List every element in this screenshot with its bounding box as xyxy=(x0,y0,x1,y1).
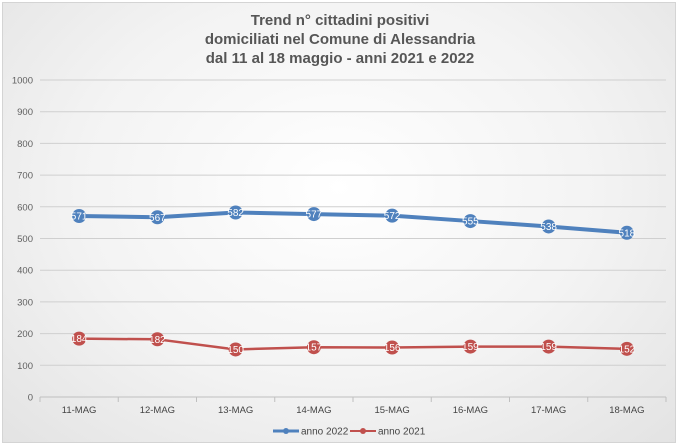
legend-label: anno 2022 xyxy=(301,427,349,438)
data-label: 156 xyxy=(384,343,401,354)
x-tick-label: 16-MAG xyxy=(453,405,488,416)
data-label: 571 xyxy=(71,211,88,222)
data-label: 555 xyxy=(462,217,479,228)
x-tick-label: 15-MAG xyxy=(374,405,409,416)
data-label: 157 xyxy=(306,343,323,354)
series: 571 567 582 577 572 555 538 518 184 182 150 157 156 1… xyxy=(71,205,636,357)
data-point xyxy=(72,208,87,223)
chart-title-line: dal 11 al 18 maggio - anni 2021 e 2022 xyxy=(206,50,474,67)
data-point xyxy=(72,331,87,346)
data-label: 159 xyxy=(540,342,557,353)
y-axis: 0 100 200 300 400 500 600 700 800 900 1000 xyxy=(12,76,33,404)
y-tick-label: 700 xyxy=(17,171,33,182)
x-tick-label: 11-MAG xyxy=(62,405,97,416)
y-tick-label: 400 xyxy=(17,266,33,277)
y-tick-label: 1000 xyxy=(12,76,33,87)
y-tick-label: 500 xyxy=(17,234,33,245)
data-point xyxy=(541,219,556,234)
data-label: 582 xyxy=(227,208,244,219)
data-point xyxy=(619,225,634,240)
data-point xyxy=(150,332,165,347)
y-tick-label: 200 xyxy=(17,329,33,340)
data-label: 152 xyxy=(619,344,636,355)
y-tick-label: 300 xyxy=(17,297,33,308)
x-tick-label: 18-MAG xyxy=(609,405,644,416)
data-label: 572 xyxy=(384,211,401,222)
data-label: 577 xyxy=(306,210,323,221)
chart-title-line: Trend n° cittadini positivi xyxy=(251,12,430,29)
data-label: 567 xyxy=(149,213,166,224)
data-point xyxy=(463,214,478,229)
series-line xyxy=(77,210,629,235)
x-tick-label: 14-MAG xyxy=(296,405,331,416)
data-label: 182 xyxy=(149,335,166,346)
data-point xyxy=(306,340,321,355)
data-point xyxy=(228,342,243,357)
data-point xyxy=(228,205,243,220)
y-tick-label: 800 xyxy=(17,139,33,150)
legend-marker xyxy=(283,428,289,434)
legend: anno 2022 anno 2021 xyxy=(273,427,426,438)
gridlines xyxy=(40,79,666,398)
x-axis: 11-MAG 12-MAG 13-MAG 14-MAG 15-MAG 16-MAG 17-M… xyxy=(39,396,667,416)
data-label: 538 xyxy=(540,222,557,233)
y-tick-label: 100 xyxy=(17,361,33,372)
data-point xyxy=(463,339,478,354)
y-tick-label: 600 xyxy=(17,202,33,213)
data-label: 184 xyxy=(71,334,88,345)
data-label: 159 xyxy=(462,342,479,353)
x-tick-label: 17-MAG xyxy=(531,405,566,416)
data-point xyxy=(385,208,400,223)
chart-title: Trend n° cittadini positivi domiciliati n… xyxy=(205,12,476,67)
chart-frame xyxy=(2,2,676,443)
data-point xyxy=(541,339,556,354)
data-point xyxy=(306,207,321,222)
data-label: 150 xyxy=(227,345,244,356)
data-point xyxy=(150,210,165,225)
data-point xyxy=(619,341,634,356)
y-tick-label: 0 xyxy=(28,393,33,404)
data-label: 518 xyxy=(619,228,636,239)
x-tick-label: 12-MAG xyxy=(140,405,175,416)
legend-label: anno 2021 xyxy=(378,427,426,438)
y-tick-label: 900 xyxy=(17,107,33,118)
x-tick-label: 13-MAG xyxy=(218,405,253,416)
series-line xyxy=(77,337,629,351)
chart-title-line: domiciliati nel Comune di Alessandria xyxy=(205,31,476,48)
data-point xyxy=(385,340,400,355)
legend-marker xyxy=(360,428,366,434)
